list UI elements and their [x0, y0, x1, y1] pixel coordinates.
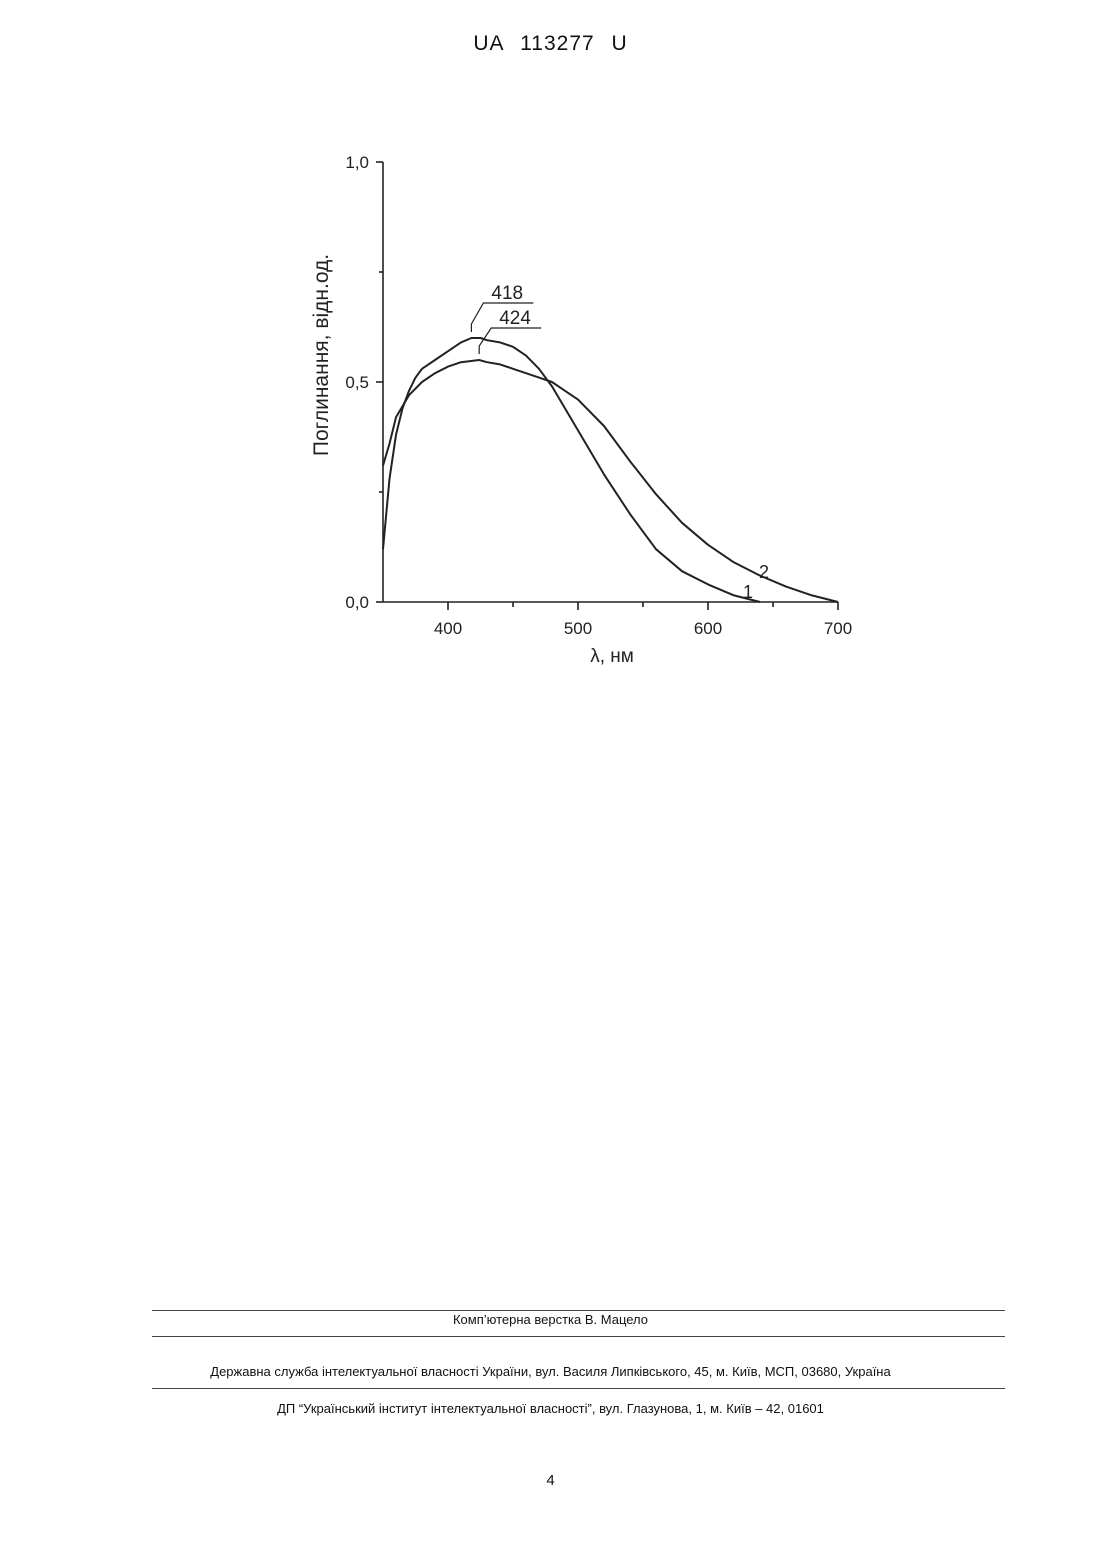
y-tick-label: 1,0	[345, 153, 369, 172]
series-2-label: 2	[759, 562, 769, 582]
footer-rule-bottom	[152, 1388, 1005, 1389]
x-tick-label: 700	[824, 619, 852, 638]
x-tick-label: 400	[434, 619, 462, 638]
page-number: 4	[0, 1472, 1101, 1489]
chart-annotations: 418424	[471, 283, 541, 354]
institute-address: ДП “Український інститут інтелектуальної…	[0, 1401, 1101, 1416]
typesetter-credit: Комп’ютерна верстка В. Мацело	[0, 1312, 1101, 1327]
absorption-chart: 12 0,00,51,0400500600700 418424 Поглинан…	[0, 0, 1101, 700]
x-axis-label: λ, нм	[590, 646, 634, 667]
x-tick-label: 500	[564, 619, 592, 638]
agency-address: Державна служба інтелектуальної власност…	[0, 1364, 1101, 1379]
chart-curves: 12	[383, 338, 838, 602]
x-tick-label: 600	[694, 619, 722, 638]
series-1-label: 1	[743, 582, 753, 602]
series-2-line	[383, 360, 838, 602]
chart-axes	[383, 162, 838, 602]
footer-rule-middle	[152, 1336, 1005, 1337]
peak-label: 418	[491, 283, 523, 304]
peak-label: 424	[499, 308, 531, 329]
y-tick-label: 0,5	[345, 373, 369, 392]
y-tick-label: 0,0	[345, 593, 369, 612]
y-axis-label: Поглинання, відн.од.	[310, 254, 333, 456]
series-1-line	[383, 338, 760, 602]
footer-rule-top	[152, 1310, 1005, 1311]
chart-ticks: 0,0 0,5 1,0 400 500 600 700	[345, 153, 852, 638]
